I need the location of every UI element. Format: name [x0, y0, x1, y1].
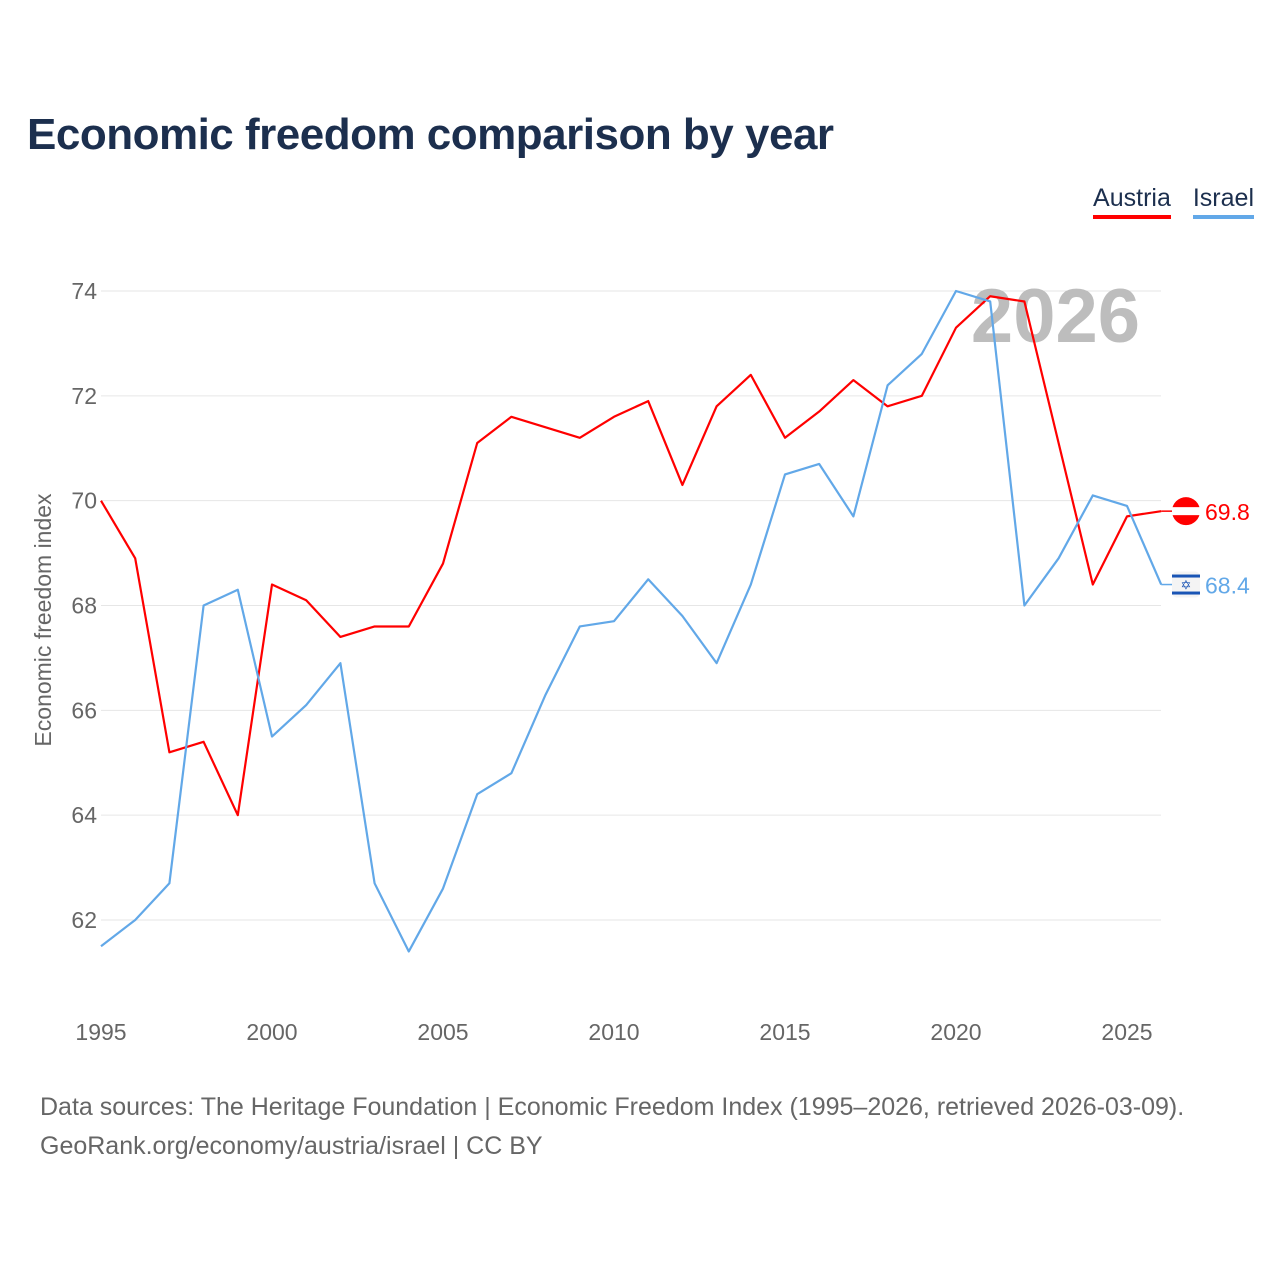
flag-austria-icon — [1172, 497, 1200, 526]
flag-bg — [1172, 571, 1200, 598]
end-value-label: 68.4 — [1205, 573, 1250, 599]
y-tick-label: 74 — [71, 278, 97, 304]
legend-austria[interactable]: Austria — [1093, 184, 1171, 219]
year-watermark: 2026 — [971, 274, 1140, 359]
end-value-label: 69.8 — [1205, 499, 1250, 525]
y-tick-label: 72 — [71, 383, 97, 409]
x-tick-label: 2000 — [246, 1019, 297, 1045]
star-of-david: ✡ — [1181, 578, 1192, 593]
y-tick-label: 64 — [71, 802, 97, 828]
y-tick-label: 68 — [71, 593, 97, 619]
chart-title: Economic freedom comparison by year — [27, 110, 834, 159]
source-line-1: Data sources: The Heritage Foundation | … — [40, 1093, 1185, 1121]
source-line-2: GeoRank.org/economy/austria/israel | CC … — [40, 1132, 543, 1160]
flag-stripe — [1172, 574, 1200, 578]
legend: Austria Israel — [1093, 184, 1254, 219]
y-tick-label: 70 — [71, 488, 97, 514]
y-tick-label: 66 — [71, 697, 97, 723]
legend-israel[interactable]: Israel — [1192, 184, 1254, 219]
x-tick-label: 2020 — [930, 1019, 981, 1045]
x-tick-label: 2015 — [759, 1019, 810, 1045]
x-tick-label: 2005 — [417, 1019, 468, 1045]
y-tick-label: 62 — [71, 907, 97, 933]
flag-israel-icon: ✡ — [1172, 571, 1200, 598]
x-tick-label: 2025 — [1101, 1019, 1152, 1045]
x-tick-label: 2010 — [588, 1019, 639, 1045]
flag-stripe — [1172, 507, 1200, 516]
flag-stripe — [1172, 591, 1200, 595]
source-note: Data sources: The Heritage Foundation | … — [40, 1088, 1184, 1166]
x-tick-label: 1995 — [75, 1019, 126, 1045]
series-line-israel — [100, 289, 1163, 953]
y-axis-label: Economic freedom index — [30, 493, 56, 747]
series-line-austria — [100, 295, 1162, 817]
